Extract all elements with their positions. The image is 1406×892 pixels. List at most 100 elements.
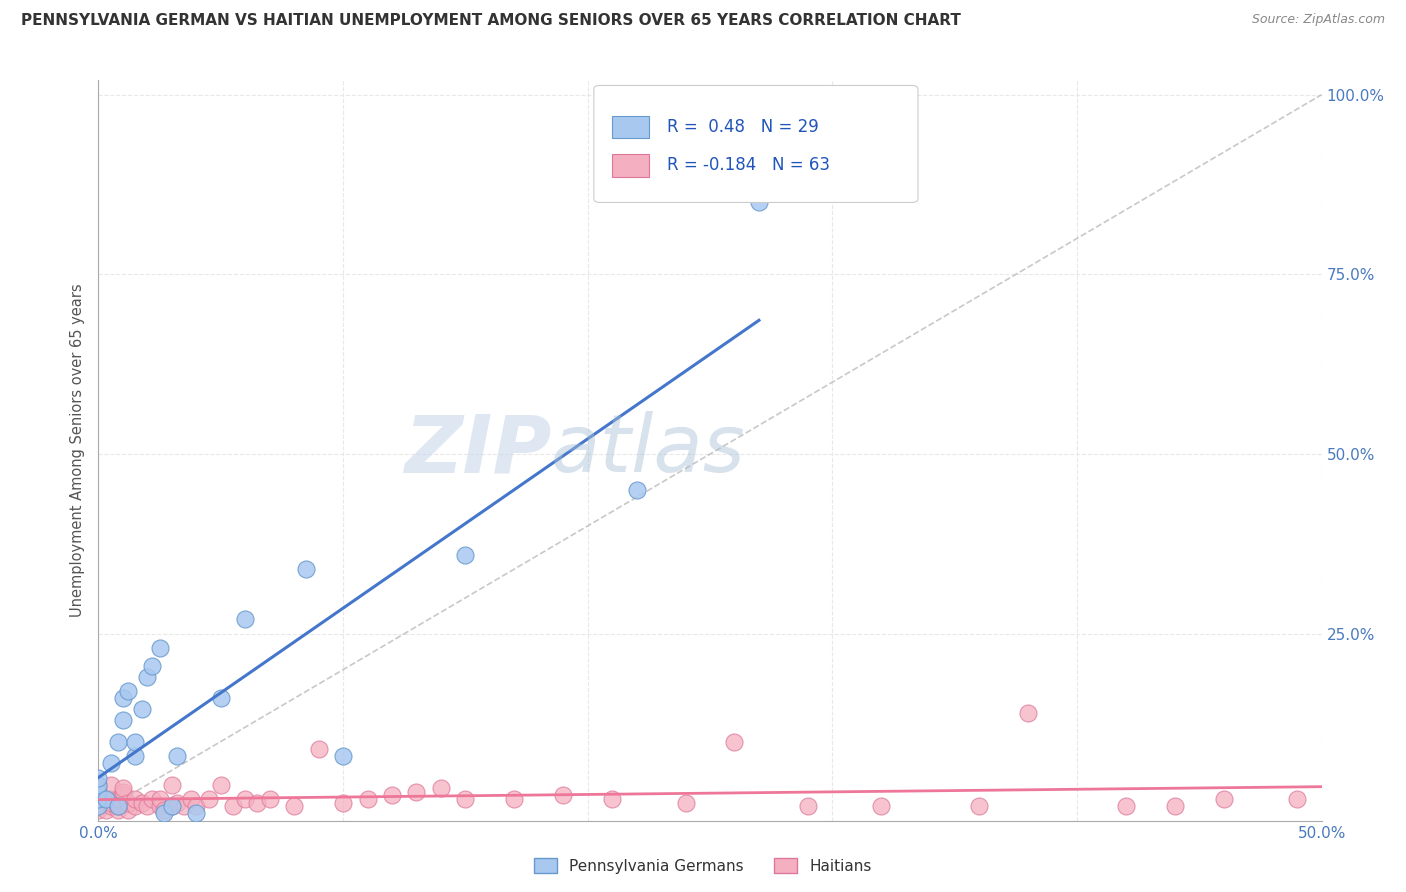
Point <box>356 792 378 806</box>
Point <box>332 748 354 763</box>
Point <box>124 734 146 748</box>
Point <box>675 796 697 810</box>
Point <box>87 785 110 799</box>
Point <box>160 799 183 814</box>
Point <box>111 713 134 727</box>
Point <box>209 778 232 792</box>
Point <box>1115 799 1137 814</box>
Point <box>111 789 134 803</box>
Point <box>1017 706 1039 720</box>
Point <box>723 734 745 748</box>
Point <box>405 785 427 799</box>
Point <box>131 702 153 716</box>
Point <box>107 799 129 814</box>
Text: R = -0.184   N = 63: R = -0.184 N = 63 <box>668 156 830 175</box>
Point <box>124 748 146 763</box>
Text: Source: ZipAtlas.com: Source: ZipAtlas.com <box>1251 13 1385 27</box>
Legend: Pennsylvania Germans, Haitians: Pennsylvania Germans, Haitians <box>529 852 877 880</box>
Point <box>87 771 110 785</box>
Point <box>454 548 477 562</box>
Point <box>107 799 129 814</box>
Point <box>117 684 139 698</box>
Point <box>124 799 146 814</box>
Point <box>87 789 110 803</box>
Point <box>100 799 122 814</box>
Point <box>111 691 134 706</box>
FancyBboxPatch shape <box>612 154 648 177</box>
Point <box>149 792 172 806</box>
Point <box>87 796 110 810</box>
Y-axis label: Unemployment Among Seniors over 65 years: Unemployment Among Seniors over 65 years <box>70 284 86 617</box>
Point <box>283 799 305 814</box>
Point <box>870 799 893 814</box>
Point <box>233 792 256 806</box>
Point <box>153 803 176 817</box>
Point <box>332 796 354 810</box>
Point <box>197 792 219 806</box>
Point <box>87 803 110 817</box>
Text: PENNSYLVANIA GERMAN VS HAITIAN UNEMPLOYMENT AMONG SENIORS OVER 65 YEARS CORRELAT: PENNSYLVANIA GERMAN VS HAITIAN UNEMPLOYM… <box>21 13 960 29</box>
Point <box>233 612 256 626</box>
Point <box>87 778 110 792</box>
Point <box>503 792 526 806</box>
Point <box>141 659 163 673</box>
Point <box>87 799 110 814</box>
Point <box>141 792 163 806</box>
Point <box>87 785 110 799</box>
Point <box>94 792 117 806</box>
Point <box>600 792 623 806</box>
Point <box>967 799 990 814</box>
Point <box>107 796 129 810</box>
Point <box>124 792 146 806</box>
Point <box>87 792 110 806</box>
Point <box>173 799 195 814</box>
Point <box>100 756 122 771</box>
Point <box>149 641 172 656</box>
Point <box>626 483 648 497</box>
Point <box>186 806 208 821</box>
Point <box>107 734 129 748</box>
Point <box>107 792 129 806</box>
Point <box>100 792 122 806</box>
Point <box>1212 792 1234 806</box>
Point <box>222 799 245 814</box>
Point <box>166 748 188 763</box>
Point <box>797 799 820 814</box>
Point <box>1164 799 1187 814</box>
Point <box>87 799 110 814</box>
Point <box>381 789 404 803</box>
Point <box>149 799 172 814</box>
Point <box>117 796 139 810</box>
Point <box>136 799 159 814</box>
Point <box>111 785 134 799</box>
Point <box>259 792 281 806</box>
Point <box>186 799 208 814</box>
Point <box>454 792 477 806</box>
Point <box>166 796 188 810</box>
Point <box>107 803 129 817</box>
Point <box>180 792 202 806</box>
Point <box>131 796 153 810</box>
Point <box>160 799 183 814</box>
Point <box>246 796 269 810</box>
Point <box>117 803 139 817</box>
Point <box>748 195 770 210</box>
Point <box>87 781 110 796</box>
Point <box>87 778 110 792</box>
Point <box>100 778 122 792</box>
FancyBboxPatch shape <box>593 86 918 202</box>
Point <box>295 562 318 576</box>
Text: ZIP: ZIP <box>404 411 551 490</box>
Point <box>430 781 453 796</box>
Text: R =  0.48   N = 29: R = 0.48 N = 29 <box>668 118 818 136</box>
Point <box>100 796 122 810</box>
FancyBboxPatch shape <box>612 116 648 138</box>
Point <box>160 778 183 792</box>
Point <box>136 670 159 684</box>
Point <box>553 789 575 803</box>
Text: atlas: atlas <box>551 411 745 490</box>
Point <box>87 792 110 806</box>
Point <box>308 741 330 756</box>
Point <box>94 803 117 817</box>
Point <box>111 781 134 796</box>
